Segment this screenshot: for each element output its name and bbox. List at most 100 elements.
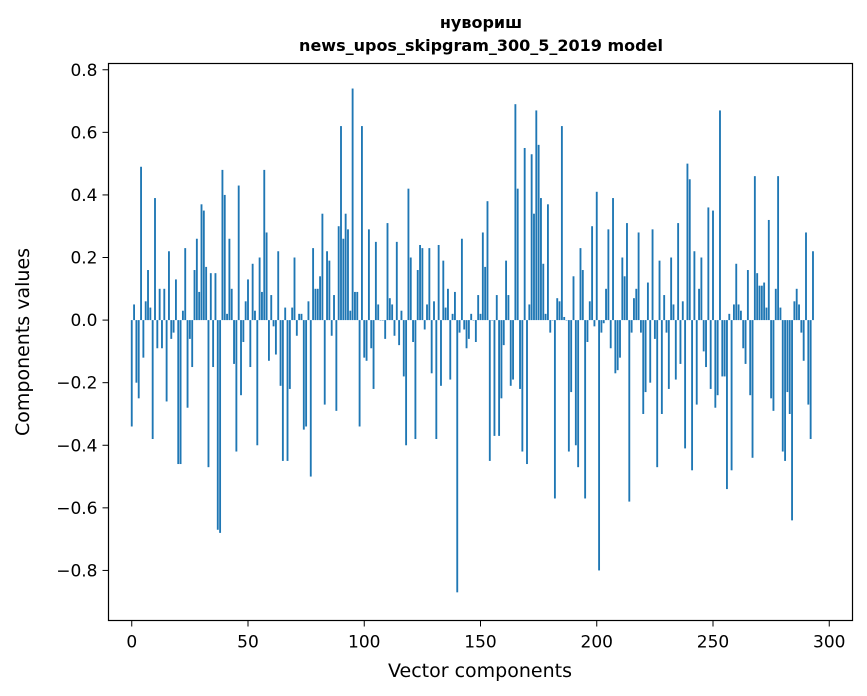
bar-222 [646, 282, 649, 321]
bar-94 [349, 310, 352, 321]
bar-22 [181, 310, 184, 321]
bar-90 [340, 126, 342, 321]
bar-67 [286, 320, 289, 461]
bar-33 [207, 320, 210, 468]
bar-10 [154, 198, 156, 321]
bar-32 [205, 266, 208, 321]
bar-239 [686, 163, 689, 321]
bar-143 [463, 320, 466, 330]
bar-257 [728, 313, 731, 321]
bar-74 [302, 320, 305, 430]
bar-282 [786, 320, 789, 393]
bar-54 [256, 320, 259, 446]
bar-201 [598, 320, 601, 571]
bar-184 [558, 301, 561, 321]
bar-248 [707, 207, 710, 321]
bar-119 [407, 188, 410, 321]
bar-21 [179, 320, 182, 465]
bar-116 [400, 310, 403, 321]
x-tick-label: 250 [697, 633, 729, 653]
bar-23 [184, 248, 187, 321]
bar-229 [663, 295, 666, 321]
bar-92 [344, 213, 347, 321]
bar-101 [365, 320, 368, 361]
bar-212 [623, 276, 626, 321]
bar-180 [549, 320, 552, 333]
bar-135 [444, 307, 447, 321]
bar-64 [279, 320, 282, 386]
bar-169 [523, 147, 526, 321]
bar-49 [244, 301, 247, 321]
x-axis-label: Vector components [388, 660, 572, 682]
bar-261 [737, 304, 740, 321]
x-tick-label: 200 [581, 633, 613, 653]
bar-139 [454, 291, 456, 321]
bar-44 [233, 320, 235, 364]
bar-281 [784, 320, 787, 461]
bar-243 [695, 320, 698, 405]
y-tick-label: 0.0 [70, 311, 97, 331]
bar-83 [323, 320, 326, 405]
bar-242 [693, 251, 696, 321]
bar-205 [607, 229, 610, 321]
bar-220 [642, 320, 645, 414]
bar-163 [509, 320, 512, 386]
bar-151 [481, 232, 484, 321]
bar-206 [609, 320, 612, 349]
bar-104 [372, 320, 375, 389]
bar-89 [337, 226, 340, 321]
y-tick-label: 0.4 [70, 186, 97, 206]
bar-154 [488, 320, 491, 461]
bar-252 [716, 320, 719, 396]
bar-211 [621, 257, 624, 321]
bar-194 [581, 270, 584, 321]
bar-285 [793, 301, 796, 321]
bar-198 [591, 226, 594, 321]
bar-102 [367, 229, 370, 321]
bar-225 [653, 320, 656, 339]
x-tick-label: 0 [126, 633, 137, 653]
bar-106 [377, 304, 380, 321]
bar-97 [356, 291, 359, 321]
bar-124 [419, 244, 421, 321]
bar-171 [528, 304, 531, 321]
bar-144 [465, 320, 468, 349]
bar-69 [291, 307, 294, 321]
bar-137 [449, 320, 452, 380]
bar-273 [765, 307, 768, 321]
bar-200 [595, 191, 598, 321]
bar-192 [577, 320, 580, 468]
bar-159 [500, 320, 503, 399]
bar-57 [263, 169, 266, 321]
bar-174 [535, 110, 538, 321]
bar-217 [635, 288, 638, 321]
bar-78 [312, 248, 315, 321]
bar-150 [479, 313, 482, 321]
bar-80 [316, 288, 319, 321]
bar-290 [805, 232, 807, 321]
bar-149 [477, 295, 480, 321]
bar-160 [502, 320, 505, 346]
bar-117 [402, 320, 405, 377]
bar-110 [386, 223, 389, 321]
bar-29 [198, 291, 201, 321]
bar-3 [137, 320, 140, 399]
chart-title-line1: нувориш [440, 13, 522, 32]
bar-99 [361, 126, 363, 321]
bar-245 [700, 257, 703, 321]
bar-87 [333, 295, 335, 321]
bar-161 [505, 260, 508, 321]
y-tick-label: −0.4 [56, 436, 97, 456]
bar-39 [221, 169, 224, 321]
x-tick-label: 100 [348, 633, 380, 653]
y-tick-label: 0.8 [70, 61, 97, 81]
x-tick-label: 50 [237, 633, 259, 653]
bar-235 [677, 223, 680, 321]
bar-253 [719, 110, 721, 321]
bar-208 [614, 320, 617, 374]
bar-158 [498, 320, 501, 436]
bar-246 [702, 320, 705, 352]
bar-50 [247, 279, 249, 321]
x-tick-label: 300 [813, 633, 845, 653]
bar-189 [570, 320, 573, 393]
